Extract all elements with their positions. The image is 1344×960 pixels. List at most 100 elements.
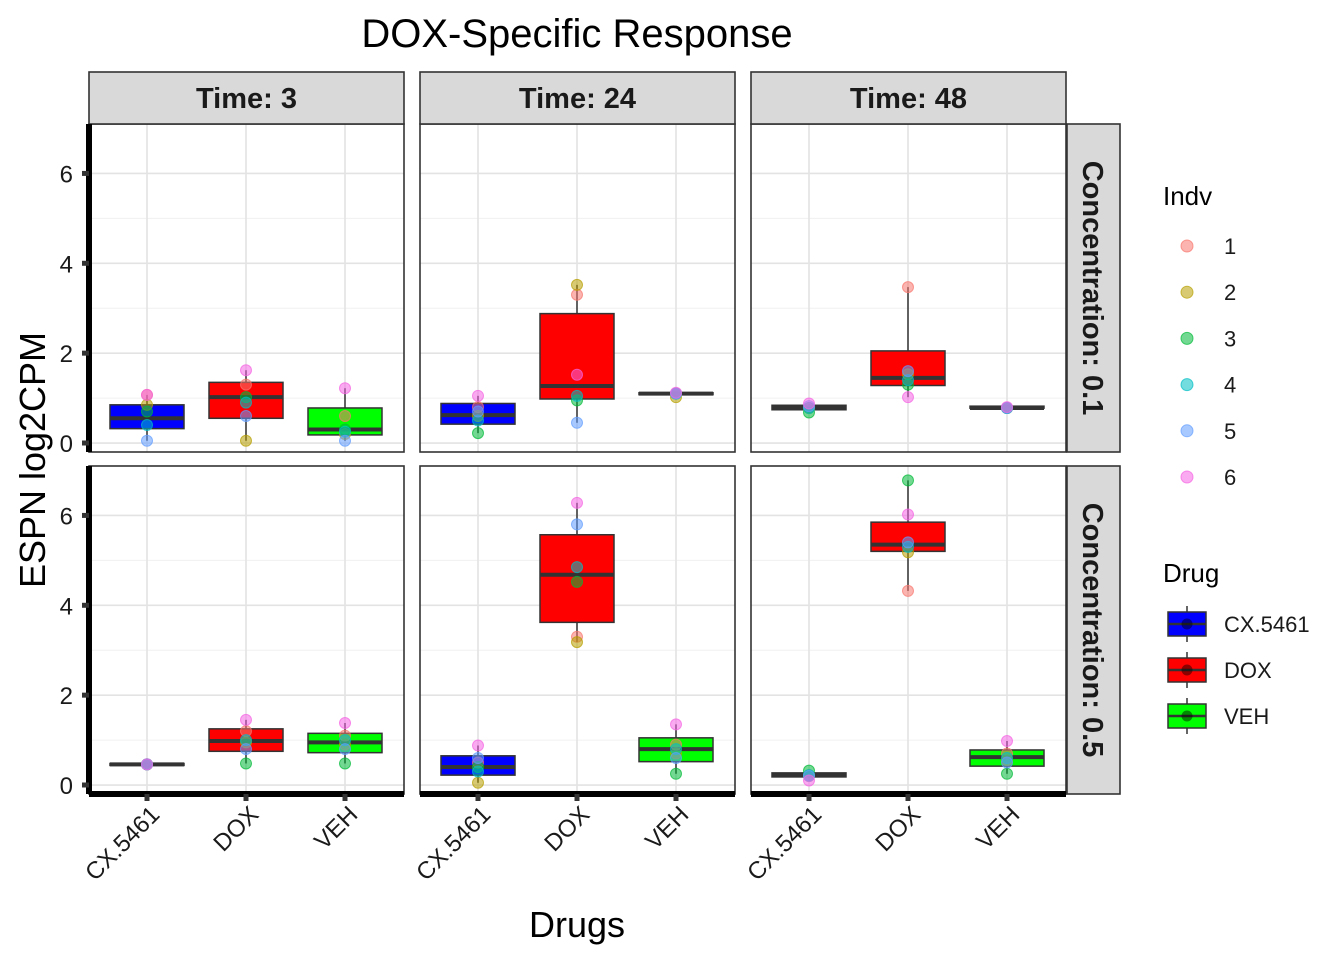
legend-indv-key [1180,424,1194,438]
indv-point [472,405,484,418]
indv-point [472,739,484,752]
strip-top-label: Time: 48 [850,83,967,115]
y-tick-label: 0 [60,773,73,800]
box-dox [539,278,615,429]
panel [750,465,1067,795]
x-axis-title: Drugs [529,904,625,945]
indv-point [1001,401,1013,414]
x-tick-label: DOX [539,801,595,857]
legend-indv-label: 5 [1224,419,1236,444]
indv-point [240,713,252,726]
legend-indv-key [1180,331,1194,345]
legend-indv-key [1180,378,1194,392]
x-tick-label: DOX [870,801,926,857]
y-tick-label: 0 [60,431,73,458]
legend-drug-point [1181,618,1193,630]
indv-point [141,419,153,432]
strip-top-bg [419,71,736,125]
y-axis-title: ESPN log2CPM [12,332,53,588]
box-dox [208,364,284,447]
y-tick-label: 6 [60,503,73,530]
box-veh [638,718,714,780]
legend-indv-label: 2 [1224,280,1236,305]
indv-point [670,386,682,399]
strip-top: Time: 3 [88,71,405,125]
box-veh [969,734,1045,780]
box-cx5461 [771,764,847,787]
box-cx5461 [440,739,516,789]
panel [88,123,405,453]
indv-point [240,410,252,423]
indv-point [339,434,351,447]
indv-point [902,365,914,378]
strip-top-bg [88,71,405,125]
box-cx5461 [771,397,847,419]
strip-top: Time: 24 [419,71,736,125]
indv-point [571,518,583,531]
indv-point [571,288,583,301]
strip-top-label: Time: 24 [519,83,636,115]
x-tick-label: CX.5461 [80,801,165,886]
indv-point [240,364,252,377]
legend-indv-label: 3 [1224,326,1236,351]
indv-point [472,776,484,789]
indv-point [902,536,914,549]
panel [88,465,405,795]
indv-point [1001,756,1013,769]
indv-point [902,508,914,521]
indv-point [902,584,914,597]
indv-point [339,743,351,756]
y-tick-label: 4 [60,593,73,620]
box-cx5461 [109,388,185,447]
x-tick-label: CX.5461 [411,801,496,886]
indv-point [141,434,153,447]
indv-point [339,717,351,730]
indv-point [472,389,484,402]
strip-right-label: Concentration: 0.5 [1076,503,1108,758]
indv-point [1001,767,1013,780]
indv-point [472,752,484,765]
indv-point [141,388,153,401]
legend-drug-label: DOX [1224,658,1272,683]
strip-right: Concentration: 0.1 [1066,123,1121,453]
indv-point [472,427,484,440]
indv-point [803,397,815,410]
strip-top-bg [750,71,1067,125]
indv-point [141,758,153,771]
legend-indv-label: 1 [1224,234,1236,259]
x-tick-label: CX.5461 [742,801,827,886]
y-tick-label: 4 [60,251,73,278]
box-dox [539,496,615,649]
legend-indv-key [1180,285,1194,299]
indv-point [339,410,351,423]
y-tick-label: 2 [60,341,73,368]
box-veh [969,401,1045,414]
box-dox [208,713,284,770]
strip-right-label: Concentration: 0.1 [1076,161,1108,416]
indv-point [571,368,583,381]
indv-point [339,382,351,395]
indv-point [240,378,252,391]
legend-title-indv: Indv [1163,181,1212,211]
strip-right-bg [1066,123,1121,453]
y-tick-label: 6 [60,161,73,188]
indv-point [240,743,252,756]
y-tick-label: 2 [60,683,73,710]
strip-right-bg [1066,465,1121,795]
indv-point [571,575,583,588]
box-dox [870,474,946,597]
legend-indv-key [1180,470,1194,484]
strip-top-label: Time: 3 [196,83,297,115]
strip-top: Time: 48 [750,71,1067,125]
indv-point [902,474,914,487]
box-veh [307,382,383,447]
panel [750,123,1067,453]
x-tick-label: VEH [971,801,1025,855]
legend-drug-point [1181,710,1193,722]
legend-indv-key [1180,239,1194,253]
indv-point [902,391,914,404]
indv-point [902,281,914,294]
indv-point [571,389,583,402]
